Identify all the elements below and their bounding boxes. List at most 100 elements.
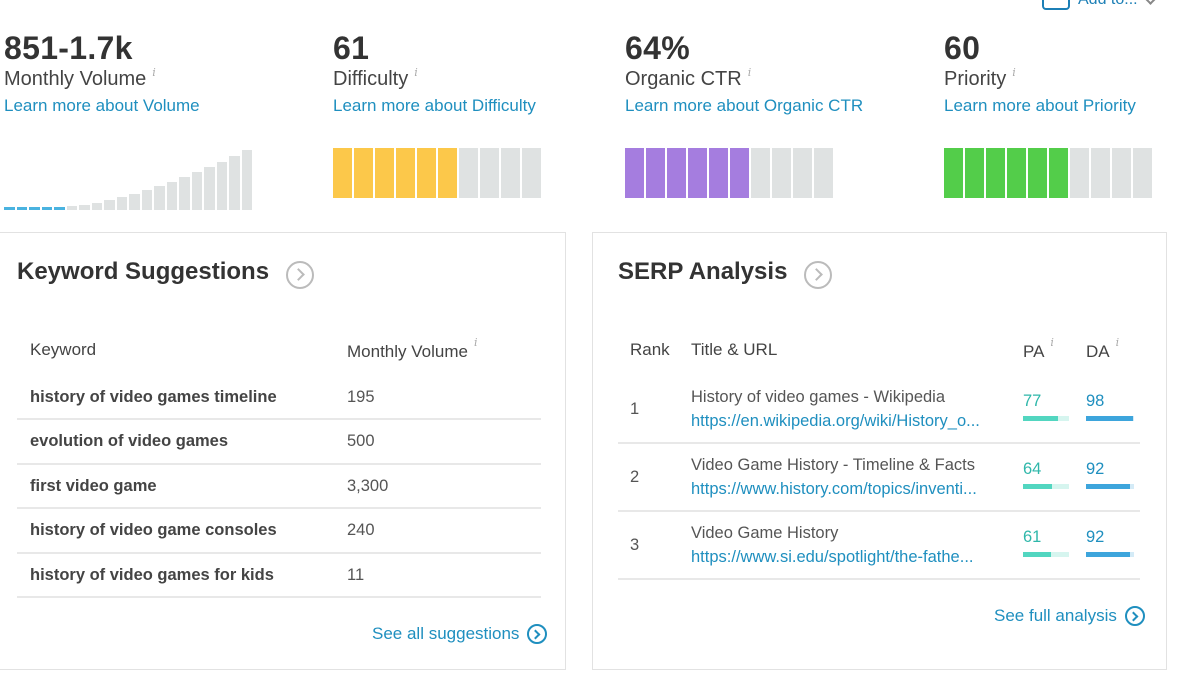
- metric-label: Difficulty: [333, 68, 409, 90]
- keyword-suggestions-heading: Keyword Suggestions: [17, 258, 314, 289]
- metric-value: 61: [333, 30, 370, 66]
- col-pa-header[interactable]: PA i: [1023, 336, 1054, 362]
- priority-meter: [944, 148, 1152, 198]
- volume-trend-bar: [29, 207, 40, 210]
- meter-segment: [751, 148, 770, 198]
- chevron-right-circle-icon[interactable]: [804, 260, 833, 289]
- volume-trend-bar: [16, 207, 27, 210]
- table-row[interactable]: history of video games for kids 11: [17, 554, 541, 598]
- col-title-url-header[interactable]: Title & URL: [691, 340, 778, 359]
- result-url-link[interactable]: https://www.history.com/topics/inventi..…: [691, 480, 977, 498]
- pa-bar-fill: [1023, 552, 1052, 557]
- result-title[interactable]: Video Game History - Timeline & Facts: [691, 456, 975, 474]
- volume-cell: 195: [347, 387, 375, 406]
- serp-analysis-heading: SERP Analysis: [618, 258, 833, 289]
- table-row: 1 History of video games - Wikipedia https…: [618, 376, 1140, 444]
- meter-segment: [688, 148, 707, 198]
- volume-trend-bar: [241, 150, 252, 210]
- col-keyword-header[interactable]: Keyword: [30, 340, 97, 359]
- da-bar-fill: [1086, 416, 1134, 421]
- metric-value: 60: [944, 30, 981, 66]
- info-icon[interactable]: i: [473, 336, 478, 349]
- result-url-link[interactable]: https://en.wikipedia.org/wiki/History_o.…: [691, 412, 980, 430]
- meter-segment: [814, 148, 833, 198]
- volume-trend-bar: [191, 172, 202, 210]
- keyword-cell: history of video games timeline: [30, 387, 277, 406]
- add-to-label: Add to...: [1078, 0, 1138, 9]
- volume-trend-bar: [91, 203, 102, 210]
- da-bar-track: [1086, 416, 1134, 421]
- table-row[interactable]: evolution of video games 500: [17, 421, 541, 465]
- meter-segment: [944, 148, 963, 198]
- add-to-button[interactable]: Add to...: [1042, 0, 1157, 10]
- volume-cell: 240: [347, 521, 375, 539]
- table-row[interactable]: first video game 3,300: [17, 465, 541, 509]
- table-row[interactable]: history of video games timeline 195: [17, 376, 541, 420]
- keyword-cell: history of video game consoles: [30, 521, 277, 539]
- pa-cell: 61: [1023, 528, 1069, 557]
- result-title[interactable]: History of video games - Wikipedia: [691, 388, 946, 406]
- info-icon[interactable]: i: [152, 66, 156, 79]
- meter-segment: [965, 148, 984, 198]
- meter-segment: [1028, 148, 1047, 198]
- pa-bar-fill: [1023, 416, 1059, 421]
- chevron-down-icon: [1143, 0, 1157, 5]
- volume-trend-bar: [216, 162, 227, 210]
- meter-segment: [1070, 148, 1089, 198]
- metric-value: 64%: [625, 30, 690, 66]
- volume-trend-bar: [129, 194, 140, 210]
- da-value: 92: [1086, 460, 1105, 478]
- table-row: 2 Video Game History - Timeline & Facts ht…: [618, 444, 1140, 512]
- da-bar-fill: [1086, 484, 1131, 489]
- metric-organic-ctr: 64% Organic CTR i Learn more about Organ…: [625, 28, 863, 120]
- da-cell: 98: [1086, 392, 1134, 421]
- chevron-right-circle-icon: [527, 624, 548, 644]
- pa-bar-track: [1023, 416, 1069, 421]
- chevron-right-circle-icon[interactable]: [285, 260, 314, 289]
- chevron-right-circle-icon: [1124, 606, 1145, 626]
- meter-segment: [438, 148, 457, 198]
- col-da-header[interactable]: DA i: [1086, 336, 1119, 362]
- see-full-analysis-link[interactable]: See full analysis: [994, 606, 1145, 626]
- da-bar-track: [1086, 484, 1134, 489]
- rank-cell: 1: [630, 400, 640, 418]
- see-all-suggestions-link[interactable]: See all suggestions: [372, 624, 548, 644]
- add-icon: [1042, 0, 1070, 10]
- meter-segment: [793, 148, 812, 198]
- volume-trend-bar: [141, 190, 152, 210]
- meter-segment: [480, 148, 499, 198]
- volume-trend-bar: [229, 156, 240, 210]
- meter-segment: [396, 148, 415, 198]
- info-icon[interactable]: i: [414, 66, 418, 79]
- info-icon[interactable]: i: [1115, 336, 1120, 349]
- volume-cell: 11: [347, 565, 365, 584]
- metric-label: Organic CTR: [625, 68, 742, 90]
- meter-segment: [522, 148, 541, 198]
- info-icon[interactable]: i: [747, 66, 752, 79]
- learn-more-priority-link[interactable]: Learn more about Priority: [944, 96, 1136, 115]
- learn-more-volume-link[interactable]: Learn more about Volume: [4, 96, 200, 115]
- pa-bar-fill: [1023, 484, 1053, 489]
- result-url-link[interactable]: https://www.si.edu/spotlight/the-fathe..…: [691, 548, 974, 566]
- col-rank-header[interactable]: Rank: [630, 340, 670, 359]
- keyword-cell: evolution of video games: [30, 432, 229, 450]
- volume-cell: 3,300: [347, 476, 389, 495]
- learn-more-ctr-link[interactable]: Learn more about Organic CTR: [625, 96, 864, 115]
- col-volume-header[interactable]: Monthly Volume i: [347, 336, 477, 362]
- meter-segment: [986, 148, 1005, 198]
- meter-segment: [375, 148, 394, 198]
- meter-segment: [772, 148, 791, 198]
- result-title[interactable]: Video Game History: [691, 524, 839, 542]
- meter-segment: [625, 148, 644, 198]
- info-icon[interactable]: i: [1012, 66, 1016, 79]
- volume-trend-bar: [4, 207, 15, 210]
- info-icon[interactable]: i: [1050, 336, 1054, 349]
- meter-segment: [333, 148, 352, 198]
- table-row[interactable]: history of video game consoles 240: [17, 510, 541, 554]
- pa-value: 77: [1023, 392, 1042, 410]
- learn-more-difficulty-link[interactable]: Learn more about Difficulty: [333, 96, 536, 115]
- pa-cell: 77: [1023, 392, 1069, 421]
- meter-segment: [1091, 148, 1110, 198]
- volume-cell: 500: [347, 432, 375, 450]
- pa-value: 61: [1023, 528, 1042, 546]
